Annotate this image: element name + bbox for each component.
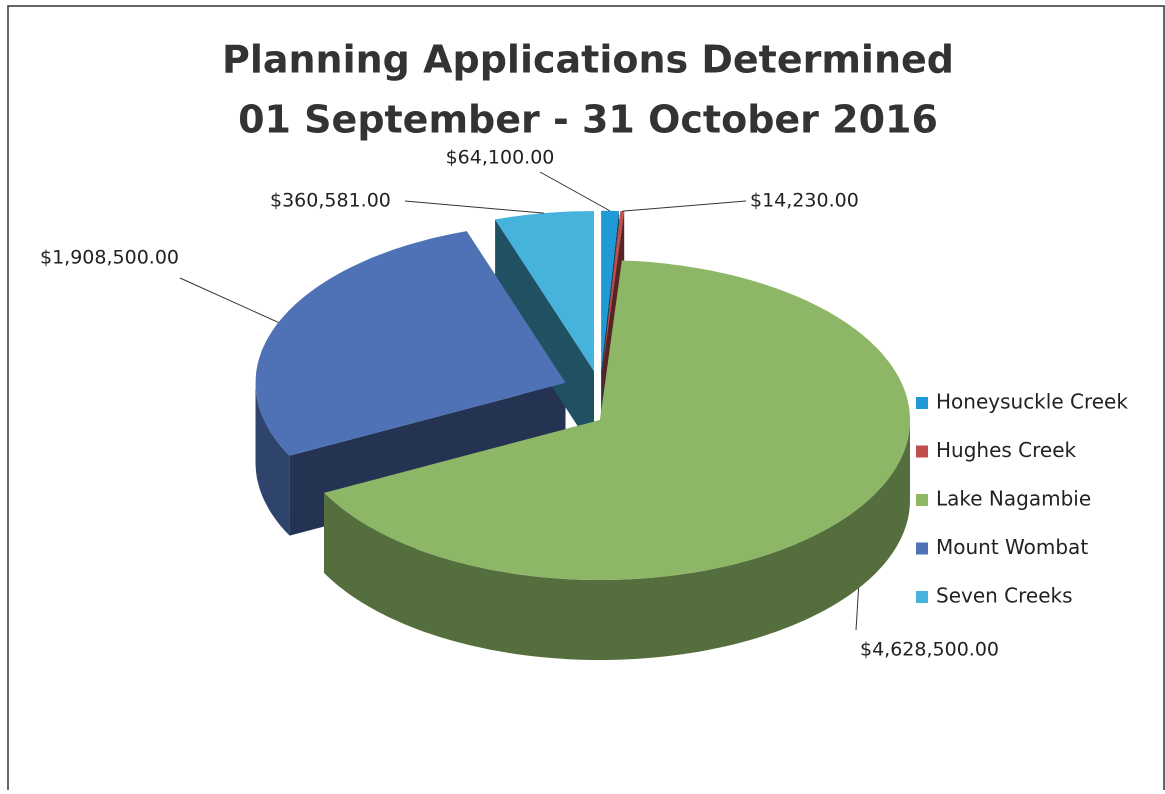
- legend-swatch: [916, 445, 928, 458]
- leader-line: [855, 588, 860, 631]
- chart-subtitle: 01 September - 31 October 2016: [238, 98, 938, 142]
- data-label: $360,581.00: [270, 190, 391, 212]
- legend-label: Honeysuckle Creek: [936, 390, 1128, 414]
- legend-label: Lake Nagambie: [936, 487, 1091, 511]
- legend-swatch: [916, 591, 928, 603]
- slice: [495, 211, 594, 372]
- legend-label: Hughes Creek: [936, 438, 1077, 462]
- chart-title: Planning Applications Determined: [222, 38, 954, 82]
- legend-label: Mount Wombat: [936, 535, 1088, 559]
- slice-wall: [255, 382, 290, 536]
- legend-swatch: [916, 494, 928, 506]
- leader-line: [404, 200, 544, 214]
- slice: [255, 231, 566, 456]
- legend-swatch: [916, 542, 928, 555]
- slice: [602, 211, 625, 371]
- leader-line: [539, 171, 611, 212]
- data-label: $4,628,500.00: [860, 639, 999, 661]
- slice: [324, 260, 910, 580]
- leader-line: [179, 277, 279, 323]
- frame: [7, 5, 1165, 794]
- slice-side: [495, 219, 594, 452]
- slice: [601, 210, 619, 371]
- leader-line: [622, 200, 747, 212]
- slice-wall: [324, 420, 910, 660]
- data-label: $14,230.00: [750, 190, 859, 212]
- legend-swatch: [916, 397, 928, 409]
- data-label: $64,100.00: [446, 147, 555, 169]
- legend-label: Seven Creeks: [936, 584, 1073, 608]
- data-label: $1,908,500.00: [40, 247, 179, 269]
